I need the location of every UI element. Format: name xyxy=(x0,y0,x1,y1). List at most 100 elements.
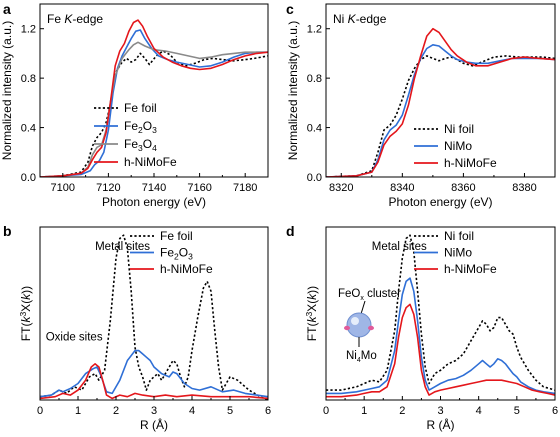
annotation-cluster-post-d: cluster xyxy=(364,288,401,300)
legend-label-a-1-sub: 2 xyxy=(138,125,143,135)
legend-label-c-2-main: h-NiMoFe xyxy=(444,156,497,170)
x-axis-label-d: R (Å) xyxy=(427,417,455,432)
series-line-c-2 xyxy=(326,27,555,177)
y-tick-label-a-2: 0.8 xyxy=(21,73,36,85)
panel-c: c 8320 8340 8360 8380 0.0 0.4 0.8 1.2 Photon ene… xyxy=(286,1,556,209)
y-axis-label-a: Normalized intensity (a.u.) xyxy=(0,21,14,160)
legend-label-d-0: Ni foil xyxy=(444,229,474,243)
cluster-dot-left-d xyxy=(344,325,350,331)
annotation-cluster-pre-d: FeO xyxy=(338,288,360,300)
annotation-ni4mo-post-d: Mo xyxy=(361,350,377,362)
plot-frame-c xyxy=(325,3,556,178)
series-line-d-2 xyxy=(326,303,555,398)
x-tick-label-b-2: 2 xyxy=(113,405,119,417)
x-axis-label-c: Photon energy (eV) xyxy=(388,195,492,209)
annotation-oxide-sites-b: Oxide sites xyxy=(46,332,103,344)
legend-label-c-2: h-NiMoFe xyxy=(444,156,497,170)
chart-title-a: Fe K-edge xyxy=(47,12,103,26)
x-tick-label-a-4: 7180 xyxy=(233,182,257,194)
y-axis-label-b: FT(k3X(k)) xyxy=(18,286,33,341)
legend-label-b-1-sub: 2 xyxy=(174,252,179,262)
x-tick-label-d-2: 2 xyxy=(399,405,405,417)
legend-label-a-1-main: Fe xyxy=(124,119,138,133)
cluster-pointer-d xyxy=(360,300,366,315)
x-tick-label-b-3: 3 xyxy=(151,405,157,417)
legend-label-a-2-sub: 3 xyxy=(138,143,143,153)
legend-label-b-2-main: h-NiMoFe xyxy=(160,262,213,276)
annotation-ni4mo-d: Ni4Mo xyxy=(346,350,377,364)
panel-label-d: d xyxy=(286,223,295,239)
legend-label-c-0: Ni foil xyxy=(444,122,474,136)
x-tick-label-d-5: 5 xyxy=(514,405,520,417)
legend-label-a-1: Fe2O3 xyxy=(124,119,157,135)
legend-label-d-2: h-NiMoFe xyxy=(444,262,497,276)
panel-b: b 0 1 2 3 4 5 6R (Å)FT(k3X(k))Fe foilFe2O3h-Ni… xyxy=(3,223,271,432)
x-tick-label-d-4: 4 xyxy=(476,405,482,417)
legend-label-a-2-sub2: 4 xyxy=(152,143,157,153)
x-tick-label-b-6: 6 xyxy=(265,405,271,417)
series-line-d-1 xyxy=(326,277,555,395)
y-axis-label-k-b: k xyxy=(19,316,33,323)
series-line-b-0 xyxy=(40,234,268,400)
x-tick-label-d-3: 3 xyxy=(437,405,443,417)
panel-d: d 0 1 2 3 4 5 6R (Å)FT(k3X(k))Ni foilNiMoh-NiM… xyxy=(286,223,558,432)
legend-label-a-0-main: Fe foil xyxy=(124,101,157,115)
chart-title-c: Ni K-edge xyxy=(333,12,387,26)
x-tick-label-c-3: 8380 xyxy=(512,182,536,194)
y-axis-label-post-d: )) xyxy=(305,286,319,294)
legend-label-d-0-main: Ni foil xyxy=(444,229,474,243)
y-axis-label-pre-d: FT( xyxy=(305,323,319,342)
y-axis-label-sup-b: 3 xyxy=(18,312,28,317)
series-line-b-2 xyxy=(40,363,268,400)
annotation-ni4mo-pre-d: Ni xyxy=(346,350,357,362)
x-tick-label-a-2: 7140 xyxy=(142,182,166,194)
y-axis-label-k2-b: k xyxy=(19,293,33,300)
annotation-cluster-sub-d: x xyxy=(360,295,364,302)
x-tick-label-a-0: 7100 xyxy=(51,182,75,194)
cluster-sphere-d xyxy=(346,312,372,338)
panel-label-a: a xyxy=(3,1,11,17)
x-tick-label-a-1: 7120 xyxy=(96,182,120,194)
y-tick-label-a-0: 0.0 xyxy=(21,172,36,184)
y-tick-label-c-1: 0.4 xyxy=(307,123,322,135)
legend-label-a-2: Fe3O4 xyxy=(124,137,157,153)
y-axis-label-x-b: X( xyxy=(19,300,33,312)
legend-label-a-3: h-NiMoFe xyxy=(124,155,177,169)
legend-label-d-1-main: NiMo xyxy=(444,246,472,260)
chart-title-edge-a: K xyxy=(64,12,73,26)
series-line-a-3 xyxy=(40,19,268,177)
legend-label-b-1-sub2: 3 xyxy=(188,252,193,262)
x-tick-label-c-0: 8320 xyxy=(329,182,353,194)
annotation-metal-sites-d: Metal sites xyxy=(372,241,427,253)
x-tick-label-d-0: 0 xyxy=(323,405,329,417)
y-tick-label-a-1: 0.4 xyxy=(21,123,36,135)
series-line-c-1 xyxy=(326,44,555,177)
x-tick-label-c-1: 8340 xyxy=(390,182,414,194)
x-tick-label-b-1: 1 xyxy=(75,405,81,417)
x-axis-label-b: R (Å) xyxy=(140,417,168,432)
x-axis-label-a: Photon energy (eV) xyxy=(102,195,206,209)
series-line-c-0 xyxy=(326,55,555,177)
x-tick-label-b-5: 5 xyxy=(227,405,233,417)
y-axis-label-sup-d: 3 xyxy=(304,312,314,317)
legend-label-a-2-tail: O xyxy=(143,137,152,151)
legend-label-a-3-main: h-NiMoFe xyxy=(124,155,177,169)
x-tick-label-d-1: 1 xyxy=(361,405,367,417)
legend-label-b-1-main: Fe xyxy=(160,246,174,260)
legend-label-c-0-main: Ni foil xyxy=(444,122,474,136)
panel-label-b: b xyxy=(3,223,12,239)
chart-title-edge-c: K xyxy=(348,12,357,26)
annotation-metal-sites-b: Metal sites xyxy=(95,241,150,253)
cluster-dot-right-d xyxy=(368,325,374,331)
chart-title-element-a: Fe xyxy=(47,12,64,26)
y-axis-label-c: Normalized intensity (a.u.) xyxy=(286,21,300,160)
cluster-highlight-d xyxy=(351,317,359,325)
x-tick-label-b-0: 0 xyxy=(37,405,43,417)
legend-label-b-0-main: Fe foil xyxy=(160,229,193,243)
x-tick-label-a-3: 7160 xyxy=(187,182,211,194)
x-tick-label-b-4: 4 xyxy=(189,405,195,417)
annotation-ni4mo-sub-d: 4 xyxy=(357,357,361,364)
legend-label-b-0: Fe foil xyxy=(160,229,193,243)
chart-title-suffix-a: -edge xyxy=(72,12,103,26)
legend-label-b-1-tail: O xyxy=(179,246,188,260)
